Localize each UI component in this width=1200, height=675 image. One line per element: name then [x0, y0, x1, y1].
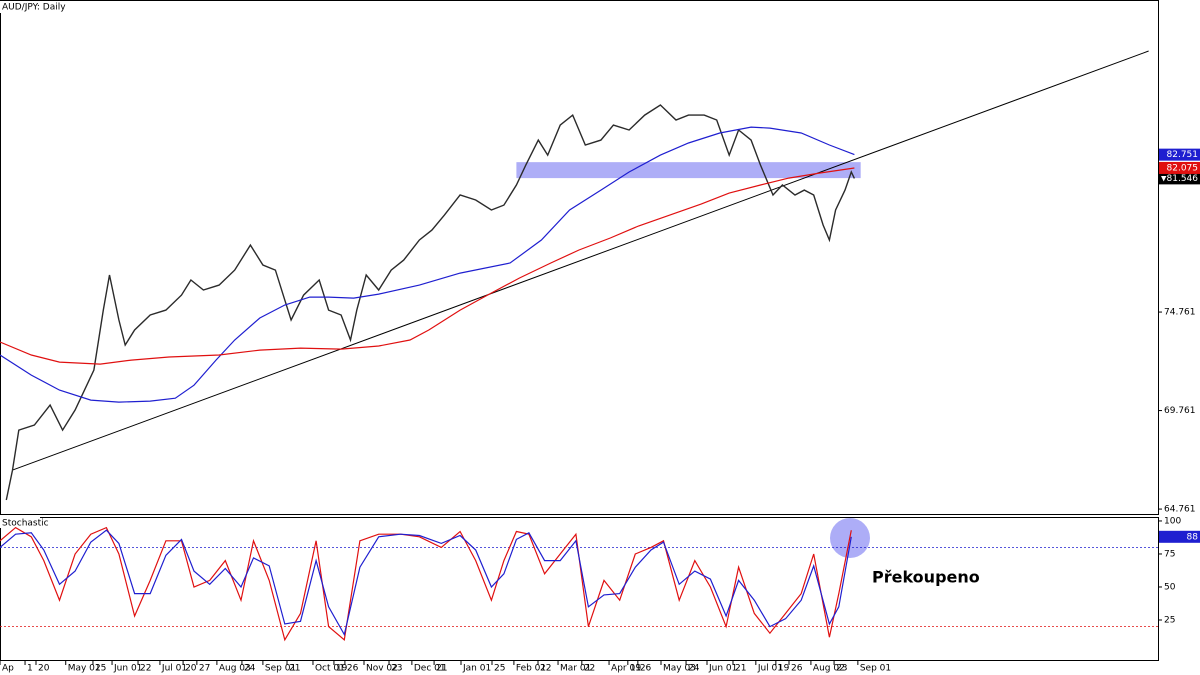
x-tick-label: May 01 — [68, 664, 101, 674]
x-tick-label: Sep 01 — [860, 664, 891, 674]
x-tick-label: 25 — [95, 664, 106, 674]
x-tick-label: 26 — [791, 664, 803, 674]
x-tick-label: 20 — [185, 664, 197, 674]
last-value-label: 82.075 — [1167, 163, 1199, 173]
series-line — [0, 126, 855, 403]
main-panel — [0, 0, 1159, 515]
trendline — [12, 50, 1149, 471]
last-value-box — [1159, 172, 1200, 185]
series-line — [0, 526, 852, 642]
last-value-box — [1159, 530, 1200, 543]
x-tick-label: Apr 01 — [611, 664, 641, 674]
x-tick-label: Oct 01 — [315, 664, 345, 674]
last-value-box — [1159, 161, 1200, 174]
last-value-label: 88 — [1187, 532, 1199, 542]
stochastic-panel — [0, 517, 1159, 661]
title-bg — [0, 1, 58, 13]
x-tick-label: 19 — [778, 664, 790, 674]
x-tick-label: 1 — [27, 664, 33, 674]
last-value-box — [1159, 148, 1200, 161]
y-tick-label: 64.761 — [1164, 505, 1196, 515]
x-tick-label: Jan 01 — [462, 664, 491, 674]
x-tick-label: 22 — [540, 664, 551, 674]
stochastic-title: Stochastic — [2, 519, 49, 529]
x-tick-label: Jun 01 — [708, 664, 737, 674]
x-tick-label: Jul 01 — [757, 664, 783, 674]
x-tick-label: May 03 — [663, 664, 696, 674]
x-tick-label: 24 — [688, 664, 700, 674]
chart-title: AUD/JPY: Daily — [2, 3, 66, 13]
x-tick-label: Aug 02 — [813, 664, 845, 674]
x-tick-label: 20 — [38, 664, 50, 674]
series-line — [5, 104, 856, 501]
x-tick-label: 21 — [735, 664, 746, 674]
resistance-zone — [516, 162, 861, 179]
y-tick-label: 75 — [1164, 549, 1175, 559]
y-tick-label: 100 — [1164, 516, 1181, 526]
x-tick-label: 26 — [347, 664, 359, 674]
y-tick-label: 25 — [1164, 615, 1175, 625]
x-tick-label: 19 — [336, 664, 348, 674]
x-tick-label: Feb 01 — [516, 664, 546, 674]
x-tick-label: Dec 01 — [414, 664, 446, 674]
stoch-title-bg — [0, 517, 40, 528]
y-tick-label: 74.761 — [1164, 308, 1196, 318]
x-tick-label: 26 — [640, 664, 652, 674]
x-tick-label: Sep 01 — [265, 664, 296, 674]
annotation: Překoupeno — [872, 568, 980, 587]
x-tick-label: Jun 01 — [113, 664, 142, 674]
x-tick-label: 23 — [836, 664, 847, 674]
y-tick-label: 69.761 — [1164, 406, 1196, 416]
x-tick-label: 24 — [244, 664, 256, 674]
last-value-label: 81.546 — [1167, 174, 1199, 184]
x-tick-label: 22 — [140, 664, 151, 674]
x-tick-label: 19 — [630, 664, 642, 674]
series-line — [0, 167, 855, 365]
y-tick-label: 50 — [1164, 582, 1176, 592]
x-tick-label: Jul 01 — [161, 664, 187, 674]
x-tick-label: 21 — [289, 664, 300, 674]
x-tick-label: 27 — [199, 664, 210, 674]
x-tick-label: Ap — [2, 664, 14, 674]
x-tick-label: 21 — [436, 664, 447, 674]
x-tick-label: Aug 03 — [219, 664, 251, 674]
last-value-arrow: ▼ — [1161, 174, 1167, 182]
x-tick-label: Nov 02 — [366, 664, 398, 674]
x-tick-label: 22 — [584, 664, 595, 674]
last-value-label: 82.751 — [1167, 150, 1199, 160]
x-tick-label: Mar 01 — [560, 664, 591, 674]
x-tick-label: 23 — [391, 664, 402, 674]
series-line — [0, 529, 852, 637]
x-tick-label: 25 — [494, 664, 505, 674]
